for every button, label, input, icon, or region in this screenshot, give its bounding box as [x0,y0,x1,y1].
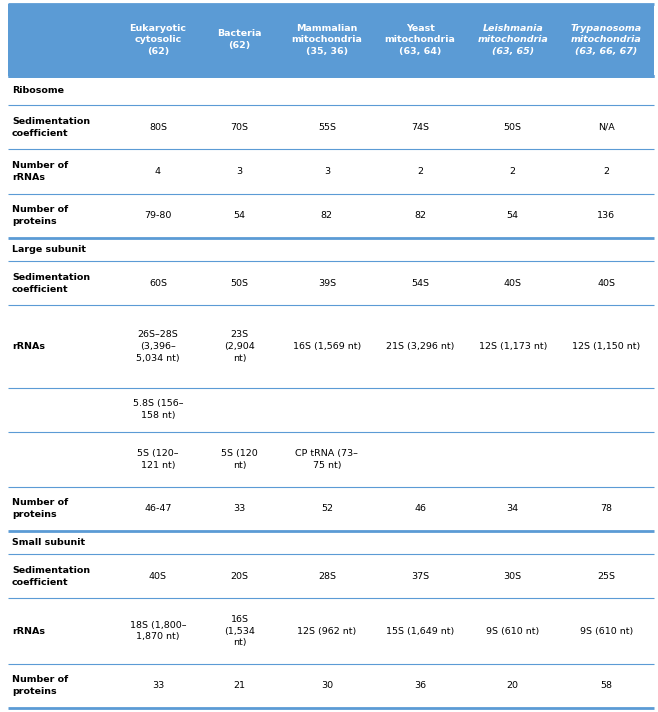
Text: 82: 82 [414,211,426,220]
Text: Number of
proteins: Number of proteins [12,676,68,696]
Text: 30S: 30S [503,572,522,581]
Text: 26S–28S
(3,396–
5,034 nt): 26S–28S (3,396– 5,034 nt) [136,330,180,363]
Text: 34: 34 [507,504,519,513]
Text: 2: 2 [603,167,609,176]
Text: 52: 52 [321,504,333,513]
Bar [8,75,654,105]
Text: 79-80: 79-80 [144,211,172,220]
Bar [8,261,654,305]
Text: 54: 54 [507,211,519,220]
Text: rRNAs: rRNAs [12,627,45,636]
Text: Mammalian
mitochondria
(35, 36): Mammalian mitochondria (35, 36) [291,23,363,56]
Text: 54: 54 [234,211,245,220]
Text: 50S: 50S [230,279,249,288]
Text: 2: 2 [510,167,516,176]
Bar [8,487,654,531]
Text: 37S: 37S [411,572,429,581]
Text: 2: 2 [417,167,423,176]
Text: 70S: 70S [230,122,249,132]
Text: 9S (610 nt): 9S (610 nt) [580,627,633,636]
Bar [8,305,654,387]
Text: 40S: 40S [597,279,615,288]
Text: Bacteria
(62): Bacteria (62) [217,29,262,51]
Text: 15S (1,649 nt): 15S (1,649 nt) [386,627,454,636]
Text: 12S (1,150 nt): 12S (1,150 nt) [572,342,640,351]
Bar [8,387,654,432]
Bar [8,554,654,598]
Text: Large subunit: Large subunit [12,245,86,254]
Text: 5.8S (156–
158 nt): 5.8S (156– 158 nt) [133,399,183,420]
Text: Yeast
mitochondria
(63, 64): Yeast mitochondria (63, 64) [385,23,455,56]
Bar [8,194,654,238]
Text: 40S: 40S [149,572,167,581]
Text: 78: 78 [600,504,613,513]
Text: 30: 30 [321,681,333,691]
Text: Sedimentation
coefficient: Sedimentation coefficient [12,566,90,587]
Bar [8,531,654,554]
Text: Number of
proteins: Number of proteins [12,206,68,226]
Text: 3: 3 [236,167,243,176]
Text: 12S (962 nt): 12S (962 nt) [297,627,357,636]
Text: 5S (120–
121 nt): 5S (120– 121 nt) [137,449,179,470]
Text: Sedimentation
coefficient: Sedimentation coefficient [12,273,90,293]
Text: 60S: 60S [149,279,167,288]
Text: Sedimentation
coefficient: Sedimentation coefficient [12,117,90,137]
Text: 18S (1,800–
1,870 nt): 18S (1,800– 1,870 nt) [130,621,186,642]
Bar [8,432,654,487]
Text: 82: 82 [321,211,333,220]
Text: 16S (1,569 nt): 16S (1,569 nt) [293,342,361,351]
Text: 21S (3,296 nt): 21S (3,296 nt) [386,342,454,351]
Text: 4: 4 [155,167,161,176]
Text: 46-47: 46-47 [144,504,172,513]
Text: 25S: 25S [597,572,615,581]
Text: 46: 46 [414,504,426,513]
Text: Number of
proteins: Number of proteins [12,498,68,519]
Text: 80S: 80S [149,122,167,132]
Text: 33: 33 [152,681,164,691]
Text: Trypanosoma
mitochondria
(63, 66, 67): Trypanosoma mitochondria (63, 66, 67) [570,23,642,56]
Text: Number of
rRNAs: Number of rRNAs [12,161,68,182]
Text: Ribosome: Ribosome [12,86,64,95]
Text: 136: 136 [597,211,615,220]
Text: 55S: 55S [318,122,336,132]
Text: 58: 58 [600,681,613,691]
Text: 40S: 40S [504,279,522,288]
Text: 21: 21 [234,681,245,691]
Text: 39S: 39S [318,279,336,288]
Text: 23S
(2,904
nt): 23S (2,904 nt) [224,330,255,363]
Text: Leishmania
mitochondria
(63, 65): Leishmania mitochondria (63, 65) [477,23,548,56]
Text: 74S: 74S [411,122,429,132]
Text: 12S (1,173 nt): 12S (1,173 nt) [478,342,547,351]
Bar [8,238,654,261]
Text: 33: 33 [234,504,245,513]
Text: 28S: 28S [318,572,336,581]
Bar [8,105,654,150]
Text: 54S: 54S [411,279,429,288]
Bar [8,150,654,194]
Text: rRNAs: rRNAs [12,342,45,351]
Text: 5S (120
nt): 5S (120 nt) [221,449,258,470]
Bar [8,4,654,75]
Text: 20: 20 [507,681,519,691]
Text: 36: 36 [414,681,426,691]
Text: 16S
(1,534
nt): 16S (1,534 nt) [224,614,255,647]
Text: Small subunit: Small subunit [12,538,85,547]
Text: 20S: 20S [230,572,249,581]
Text: Eukaryotic
cytosolic
(62): Eukaryotic cytosolic (62) [130,23,186,56]
Bar [8,598,654,664]
Text: CP tRNA (73–
75 nt): CP tRNA (73– 75 nt) [295,449,359,470]
Text: 3: 3 [324,167,330,176]
Bar [8,664,654,708]
Text: 50S: 50S [504,122,522,132]
Text: N/A: N/A [598,122,615,132]
Text: 9S (610 nt): 9S (610 nt) [486,627,540,636]
